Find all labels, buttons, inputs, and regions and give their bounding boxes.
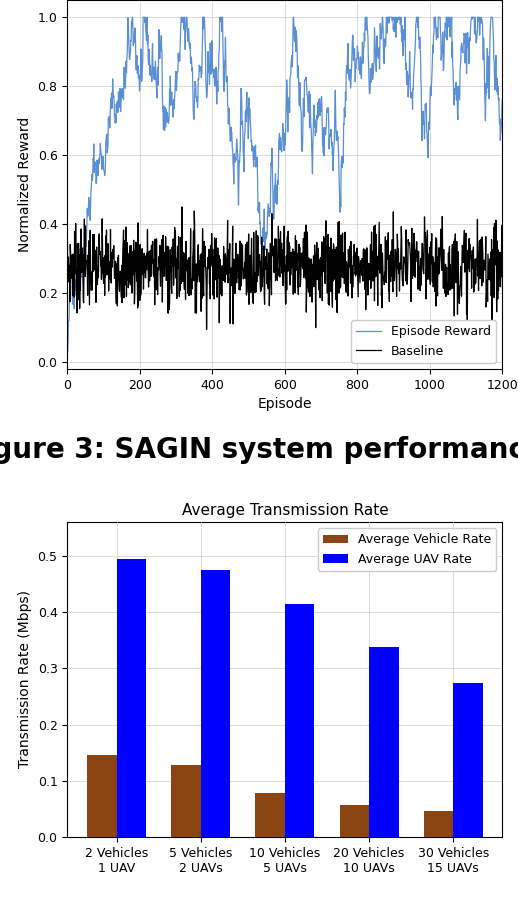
- Baseline: [338, 281, 344, 292]
- Episode Reward: [398, 26, 405, 37]
- Bar: [117, 559, 146, 837]
- Episode Reward: [202, 36, 208, 47]
- Y-axis label: Normalized Reward: Normalized Reward: [18, 117, 32, 252]
- Bar: [453, 683, 483, 837]
- Baseline: [164, 248, 170, 258]
- Episode Reward: [354, 53, 360, 64]
- Baseline: [64, 225, 70, 236]
- Legend: Episode Reward, Baseline: Episode Reward, Baseline: [351, 320, 496, 363]
- Baseline: [464, 328, 470, 338]
- Baseline: [398, 221, 405, 232]
- Episode Reward: [338, 163, 344, 174]
- Baseline: [499, 283, 506, 293]
- Bar: [285, 604, 314, 837]
- Episode Reward: [64, 345, 70, 356]
- Baseline: [209, 229, 215, 239]
- Bar: [424, 811, 453, 837]
- X-axis label: Episode: Episode: [257, 397, 312, 411]
- Baseline: [202, 249, 208, 260]
- Title: Average Transmission Rate: Average Transmission Rate: [181, 503, 388, 518]
- Baseline: [179, 202, 185, 212]
- Text: Figure 3: SAGIN system performance.: Figure 3: SAGIN system performance.: [0, 436, 518, 464]
- Episode Reward: [499, 94, 506, 104]
- Bar: [255, 793, 285, 837]
- Bar: [201, 571, 230, 837]
- Line: Baseline: Baseline: [67, 207, 502, 333]
- Episode Reward: [129, 12, 135, 22]
- Bar: [87, 755, 117, 837]
- Episode Reward: [164, 107, 170, 118]
- Legend: Average Vehicle Rate, Average UAV Rate: Average Vehicle Rate, Average UAV Rate: [318, 528, 496, 571]
- Line: Episode Reward: Episode Reward: [67, 17, 502, 351]
- Y-axis label: Transmission Rate (Mbps): Transmission Rate (Mbps): [18, 590, 32, 769]
- Episode Reward: [209, 35, 215, 46]
- Episode Reward: [65, 346, 71, 356]
- Baseline: [353, 260, 359, 271]
- Bar: [340, 805, 369, 837]
- Bar: [171, 765, 201, 837]
- Bar: [369, 647, 398, 837]
